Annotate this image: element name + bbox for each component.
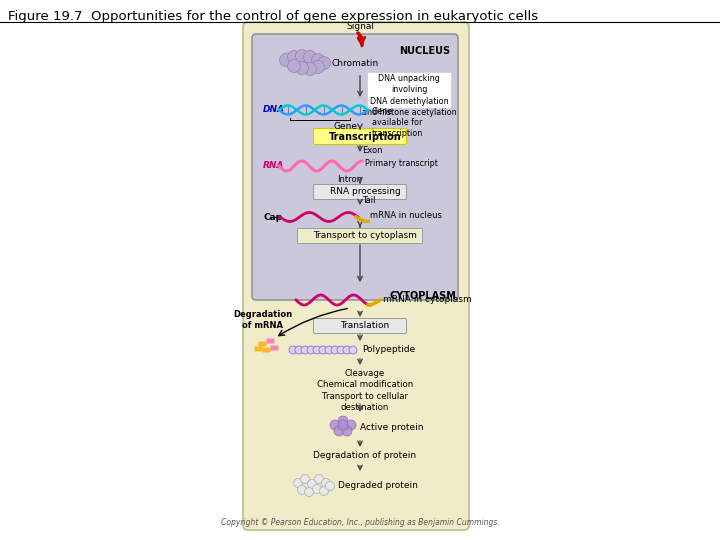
Text: mRNA in nucleus: mRNA in nucleus — [370, 211, 442, 219]
Circle shape — [301, 346, 309, 354]
Circle shape — [322, 478, 330, 488]
FancyBboxPatch shape — [313, 185, 407, 199]
Circle shape — [334, 426, 344, 436]
Text: Degraded protein: Degraded protein — [338, 481, 418, 489]
Circle shape — [307, 480, 317, 489]
Circle shape — [300, 475, 310, 483]
Text: Degradation
of mRNA: Degradation of mRNA — [233, 310, 292, 330]
FancyBboxPatch shape — [297, 228, 423, 244]
FancyBboxPatch shape — [263, 348, 271, 353]
Circle shape — [320, 487, 328, 496]
Circle shape — [294, 478, 302, 488]
Text: Cleavage
Chemical modification
Transport to cellular
destination: Cleavage Chemical modification Transport… — [317, 369, 413, 413]
FancyBboxPatch shape — [243, 22, 469, 530]
Text: CYTOPLASM: CYTOPLASM — [389, 291, 456, 301]
Circle shape — [325, 482, 335, 490]
FancyBboxPatch shape — [266, 339, 274, 343]
Circle shape — [289, 346, 297, 354]
Circle shape — [304, 63, 317, 76]
FancyBboxPatch shape — [254, 347, 263, 352]
FancyBboxPatch shape — [313, 319, 407, 334]
Circle shape — [325, 346, 333, 354]
Text: Gene: Gene — [334, 122, 358, 131]
Circle shape — [318, 57, 330, 70]
Circle shape — [313, 346, 321, 354]
Text: Tail: Tail — [362, 196, 376, 205]
Circle shape — [307, 346, 315, 354]
Text: mRNA in cytoplasm: mRNA in cytoplasm — [383, 294, 472, 303]
FancyBboxPatch shape — [313, 129, 407, 145]
Circle shape — [331, 346, 339, 354]
Text: Degradation of protein: Degradation of protein — [313, 451, 417, 460]
Text: Gene
available for
transcription: Gene available for transcription — [372, 107, 423, 138]
Circle shape — [312, 484, 322, 494]
Circle shape — [338, 420, 348, 430]
Circle shape — [338, 416, 348, 426]
Circle shape — [346, 420, 356, 430]
Text: Transport to cytoplasm: Transport to cytoplasm — [313, 232, 417, 240]
Circle shape — [349, 346, 357, 354]
Circle shape — [295, 62, 308, 75]
Text: Translation: Translation — [341, 321, 390, 330]
Circle shape — [319, 346, 327, 354]
Circle shape — [287, 59, 300, 72]
Text: DNA unpacking
involving
DNA demethylation
and histone acetylation: DNA unpacking involving DNA demethylatio… — [361, 74, 456, 117]
Text: RNA processing: RNA processing — [330, 187, 400, 197]
Text: DNA: DNA — [263, 105, 285, 114]
Circle shape — [330, 420, 340, 430]
Text: Transcription: Transcription — [328, 132, 401, 141]
Circle shape — [312, 53, 325, 66]
Text: Cap: Cap — [263, 213, 282, 221]
Text: Chromatin: Chromatin — [332, 58, 379, 68]
Circle shape — [297, 485, 307, 495]
Text: Exon: Exon — [362, 146, 382, 155]
FancyBboxPatch shape — [258, 341, 266, 347]
Text: Copyright © Pearson Education, Inc., publishing as Benjamin Cummings.: Copyright © Pearson Education, Inc., pub… — [220, 518, 500, 527]
FancyBboxPatch shape — [271, 346, 279, 350]
FancyBboxPatch shape — [252, 34, 458, 300]
Circle shape — [305, 488, 313, 496]
Circle shape — [304, 51, 317, 64]
Circle shape — [287, 51, 300, 64]
Text: Active protein: Active protein — [360, 422, 423, 431]
Circle shape — [295, 50, 308, 63]
Circle shape — [315, 475, 323, 483]
Circle shape — [343, 346, 351, 354]
Text: RNA: RNA — [263, 160, 284, 170]
FancyBboxPatch shape — [367, 72, 451, 108]
Text: Signal: Signal — [346, 22, 374, 31]
Circle shape — [312, 60, 325, 73]
Text: Polypeptide: Polypeptide — [362, 346, 415, 354]
Text: Intron: Intron — [338, 175, 362, 184]
Circle shape — [295, 346, 303, 354]
Text: Figure 19.7  Opportunities for the control of gene expression in eukaryotic cell: Figure 19.7 Opportunities for the contro… — [8, 10, 538, 23]
Circle shape — [279, 53, 292, 66]
Circle shape — [342, 426, 352, 436]
Text: NUCLEUS: NUCLEUS — [399, 46, 450, 56]
Text: Primary transcript: Primary transcript — [365, 159, 438, 168]
Circle shape — [337, 346, 345, 354]
